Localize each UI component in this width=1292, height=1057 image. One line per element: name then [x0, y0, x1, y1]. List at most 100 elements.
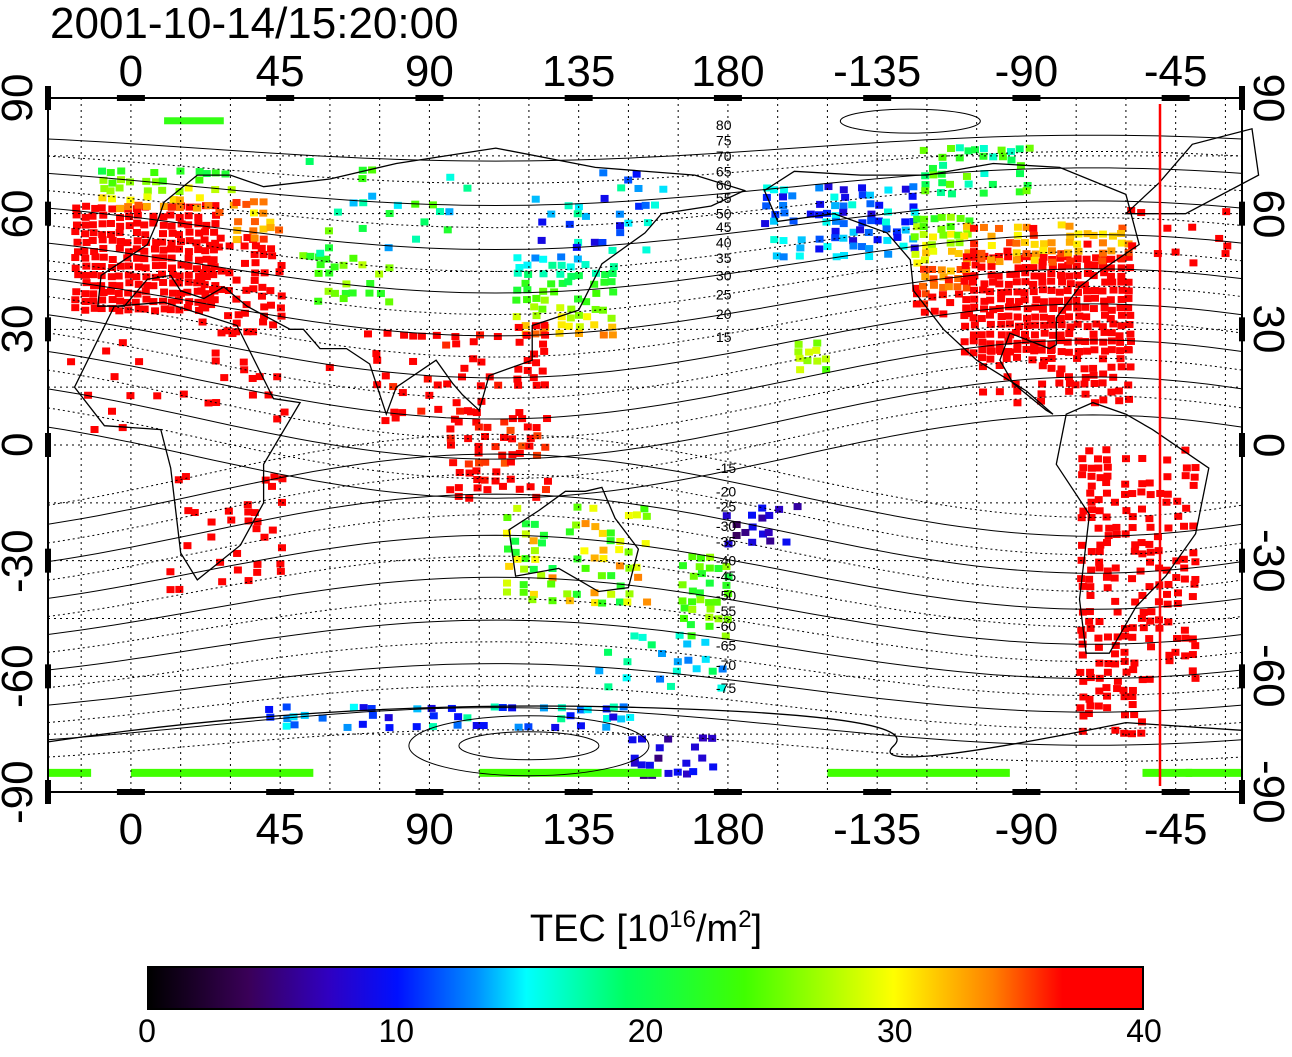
tec-cell [502, 588, 511, 596]
tec-cell [455, 469, 464, 477]
tec-cell [1047, 346, 1056, 354]
tec-cell [266, 218, 275, 226]
tec-cell [664, 769, 673, 777]
tec-cell [359, 704, 368, 712]
tec-cell [198, 300, 207, 308]
tec-cell [929, 275, 938, 283]
tec-cell [523, 366, 532, 374]
tec-cell [712, 598, 721, 606]
tec-cell [98, 194, 107, 202]
tec-cell [1089, 337, 1098, 345]
tec-cell [1090, 294, 1099, 302]
tec-cell [88, 221, 97, 229]
tec-cell [678, 581, 687, 589]
tec-cell [1089, 371, 1098, 379]
tec-cell [1066, 323, 1075, 331]
tec-cell [962, 296, 971, 304]
tec-cell [1101, 278, 1110, 286]
tec-cell [815, 211, 824, 219]
tec-cell [547, 580, 556, 588]
tec-cell [1020, 296, 1029, 304]
tec-cell [1165, 657, 1174, 665]
tec-cell [841, 193, 850, 201]
tec-cell [1057, 221, 1066, 229]
tec-cell [184, 507, 193, 515]
tec-cell [89, 271, 98, 279]
tec-cell [1171, 648, 1180, 656]
tec-cell [204, 399, 213, 407]
tec-cell [1014, 297, 1023, 305]
tec-cell [623, 658, 632, 666]
tec-cell [1040, 357, 1049, 365]
tec-cell [259, 225, 268, 233]
tec-cell [242, 200, 251, 208]
tec-cell [1086, 624, 1095, 632]
tec-cell [985, 311, 994, 319]
tec-cell [961, 322, 970, 330]
tec-cell [258, 283, 267, 291]
mlat-contour [47, 376, 1243, 460]
tec-cell [598, 238, 607, 246]
tec-cell [1191, 575, 1200, 583]
tec-cell [625, 564, 634, 572]
tec-cell [277, 498, 286, 506]
tec-cell [519, 581, 528, 589]
mlat-contour [47, 534, 1243, 610]
tec-cell [1080, 380, 1089, 388]
tec-cell [567, 272, 576, 280]
tec-cell [960, 277, 969, 285]
tec-cell [1037, 397, 1046, 405]
tec-cell [955, 144, 964, 152]
tec-cell [1146, 548, 1155, 556]
tec-cell [107, 407, 116, 415]
tec-cell [1071, 381, 1080, 389]
tec-cell [813, 357, 822, 365]
tec-cell [149, 298, 158, 306]
tec-cell [71, 304, 80, 312]
tec-cell [695, 563, 704, 571]
tec-cell [939, 273, 948, 281]
tec-cell [538, 218, 547, 226]
tec-cell [368, 166, 377, 174]
tec-cell [451, 333, 460, 341]
tec-cell [672, 667, 681, 675]
tec-cell [433, 381, 442, 389]
tec-cell [1117, 311, 1126, 319]
tec-cell [1139, 624, 1148, 632]
mlat-contour [47, 414, 1243, 499]
tec-cell [590, 238, 599, 246]
tec-cell [624, 511, 633, 519]
tec-cell [997, 331, 1006, 339]
tec-cell [273, 373, 282, 381]
tec-cell [1074, 348, 1083, 356]
mlat-label: 40 [716, 235, 732, 251]
tec-cell [232, 198, 241, 206]
tec-cell [572, 590, 581, 598]
tec-cell [530, 547, 539, 555]
tec-cell [1021, 278, 1030, 286]
tec-cell [1083, 323, 1092, 331]
tec-cell [1013, 387, 1022, 395]
tec-cell [463, 407, 472, 415]
tec-cell [143, 193, 152, 201]
tec-cell [539, 270, 548, 278]
tec-cell [1121, 530, 1130, 538]
tec-cell [391, 414, 400, 422]
tec-cell [969, 331, 978, 339]
tec-cell [1121, 480, 1130, 488]
tec-cell [930, 215, 939, 223]
tec-cell [608, 331, 617, 339]
tec-cell [762, 202, 771, 210]
coastline-layer [47, 127, 1260, 758]
tec-cell [839, 202, 848, 210]
tec-cell [524, 723, 533, 731]
tec-cell [986, 355, 995, 363]
tec-cell [195, 229, 204, 237]
tec-cell [1047, 270, 1056, 278]
tec-cell [1055, 379, 1064, 387]
tec-cell [193, 204, 202, 212]
mlat-contour [47, 134, 1243, 162]
tec-cell [1103, 463, 1112, 471]
tec-cell [1124, 346, 1133, 354]
tec-cell [581, 261, 590, 269]
